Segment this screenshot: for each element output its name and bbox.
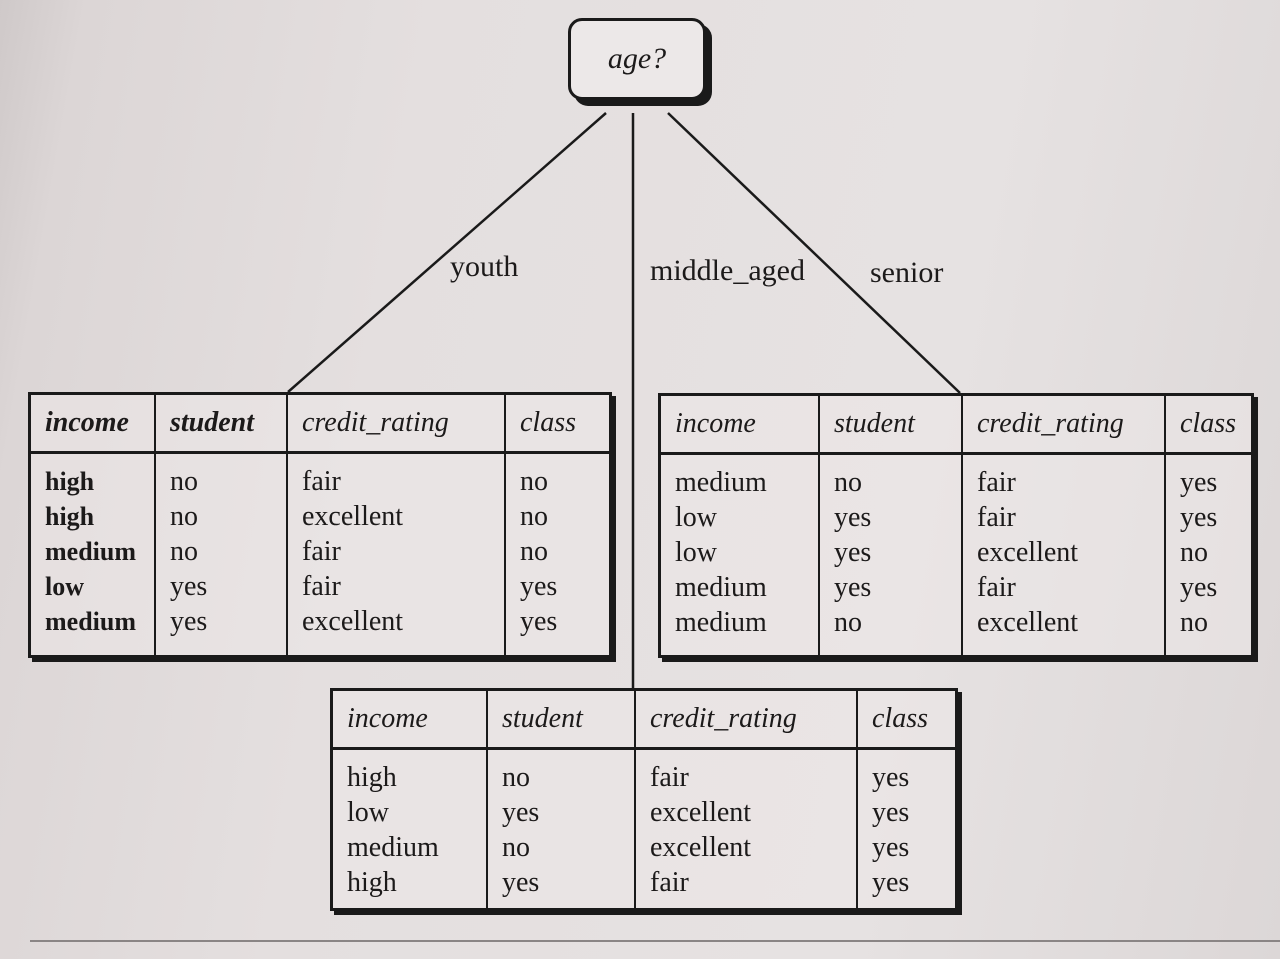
cell: fair bbox=[302, 536, 341, 567]
cell: yes bbox=[1180, 572, 1218, 603]
column-student: no no no yes yes bbox=[155, 452, 288, 655]
cell: no bbox=[1180, 607, 1208, 638]
page-bottom-rule bbox=[30, 940, 1280, 942]
cell: yes bbox=[872, 867, 910, 898]
cell: medium bbox=[675, 467, 767, 498]
cell: fair bbox=[650, 762, 689, 793]
cell: yes bbox=[834, 502, 872, 533]
cell: no bbox=[170, 466, 198, 497]
column-class: yes yes yes yes bbox=[857, 749, 955, 909]
cell: yes bbox=[520, 606, 558, 637]
cell: excellent bbox=[302, 501, 404, 532]
cell: medium bbox=[675, 607, 767, 638]
edge-youth bbox=[287, 112, 607, 393]
cell: low bbox=[347, 797, 389, 828]
cell: no bbox=[170, 501, 198, 532]
cell: excellent bbox=[302, 606, 404, 637]
cell: fair bbox=[650, 867, 689, 898]
root-node-age: age? bbox=[568, 18, 706, 100]
cell: yes bbox=[520, 571, 558, 602]
cell: high bbox=[45, 467, 95, 496]
header-credit-rating: credit_rating bbox=[962, 396, 1166, 455]
cell: yes bbox=[834, 537, 872, 568]
root-node-label: age? bbox=[607, 42, 667, 75]
cell: excellent bbox=[650, 797, 752, 828]
cell: no bbox=[1180, 537, 1208, 568]
branch-label-youth: youth bbox=[450, 250, 519, 283]
cell: fair bbox=[977, 467, 1016, 498]
table-senior: income student credit_rating class mediu… bbox=[658, 393, 1254, 658]
column-income: medium low low medium medium bbox=[661, 453, 820, 655]
header-student: student bbox=[487, 691, 636, 750]
header-income: income bbox=[661, 396, 820, 455]
cell: no bbox=[520, 501, 548, 532]
header-income: income bbox=[31, 395, 156, 454]
cell: medium bbox=[45, 607, 136, 636]
header-income: income bbox=[333, 691, 488, 750]
column-income: high low medium high bbox=[333, 748, 488, 908]
cell: yes bbox=[834, 572, 872, 603]
cell: high bbox=[347, 867, 397, 898]
cell: yes bbox=[872, 832, 910, 863]
column-class: no no no yes yes bbox=[505, 453, 609, 656]
cell: no bbox=[834, 467, 862, 498]
cell: yes bbox=[502, 797, 540, 828]
table-middle-aged: income student credit_rating class high … bbox=[330, 688, 958, 911]
column-credit-rating: fair excellent excellent fair bbox=[635, 748, 858, 908]
cell: no bbox=[834, 607, 862, 638]
cell: yes bbox=[872, 762, 910, 793]
column-class: yes yes no yes no bbox=[1165, 454, 1251, 656]
cell: excellent bbox=[977, 607, 1079, 638]
cell: high bbox=[347, 762, 397, 793]
column-credit-rating: fair excellent fair fair excellent bbox=[287, 452, 506, 655]
cell: low bbox=[675, 502, 717, 533]
cell: fair bbox=[302, 571, 341, 602]
edge-senior bbox=[667, 112, 961, 394]
cell: no bbox=[520, 466, 548, 497]
cell: excellent bbox=[650, 832, 752, 863]
cell: fair bbox=[302, 466, 341, 497]
column-income: high high medium low medium bbox=[31, 452, 156, 655]
cell: medium bbox=[675, 572, 767, 603]
cell: high bbox=[45, 502, 95, 531]
branch-label-middle-aged: middle_aged bbox=[650, 254, 805, 287]
column-student: no yes no yes bbox=[487, 748, 636, 908]
header-class: class bbox=[505, 395, 609, 454]
branch-label-senior: senior bbox=[870, 256, 944, 289]
cell: yes bbox=[502, 867, 540, 898]
cell: no bbox=[520, 536, 548, 567]
cell: excellent bbox=[977, 537, 1079, 568]
cell: medium bbox=[45, 537, 136, 566]
cell: yes bbox=[1180, 502, 1218, 533]
cell: no bbox=[502, 762, 530, 793]
cell: yes bbox=[170, 606, 208, 637]
header-credit-rating: credit_rating bbox=[287, 395, 506, 454]
cell: yes bbox=[1180, 467, 1218, 498]
cell: no bbox=[502, 832, 530, 863]
cell: fair bbox=[977, 502, 1016, 533]
header-class: class bbox=[857, 691, 955, 750]
cell: fair bbox=[977, 572, 1016, 603]
cell: medium bbox=[347, 832, 439, 863]
cell: yes bbox=[872, 797, 910, 828]
column-credit-rating: fair fair excellent fair excellent bbox=[962, 453, 1166, 655]
table-youth: income student credit_rating class high … bbox=[28, 392, 612, 658]
cell: yes bbox=[170, 571, 208, 602]
header-class: class bbox=[1165, 396, 1251, 455]
cell: low bbox=[675, 537, 717, 568]
cell: no bbox=[170, 536, 198, 567]
header-student: student bbox=[819, 396, 963, 455]
column-student: no yes yes yes no bbox=[819, 453, 963, 655]
header-student: student bbox=[155, 395, 288, 454]
cell: low bbox=[45, 572, 84, 601]
header-credit-rating: credit_rating bbox=[635, 691, 858, 750]
